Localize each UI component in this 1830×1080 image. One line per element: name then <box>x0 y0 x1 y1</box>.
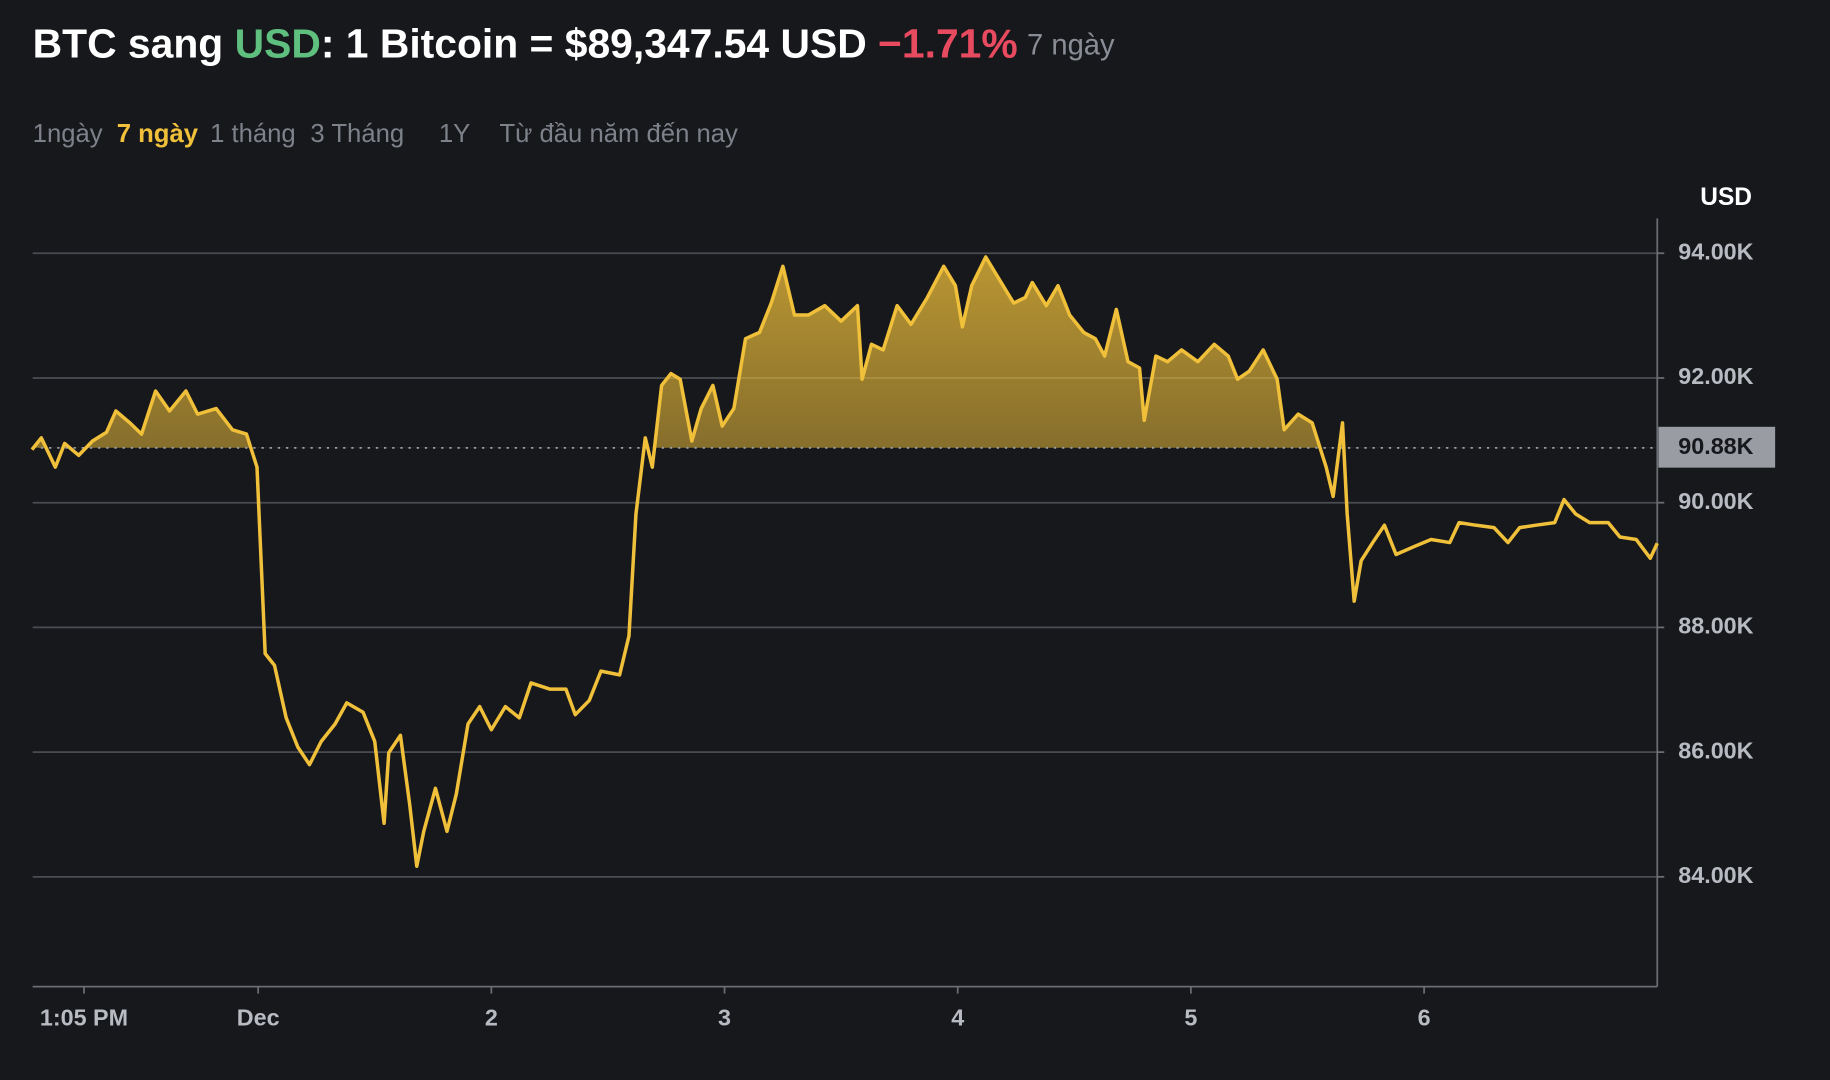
x-tick-label: 3 <box>718 1004 731 1030</box>
y-tick-label: 94.00K <box>1678 238 1753 264</box>
price-line <box>30 255 1659 868</box>
x-tick-label: 1:05 PM <box>40 1004 128 1030</box>
x-tick-label: 5 <box>1184 1004 1197 1030</box>
tab[interactable]: 7 ngày <box>117 120 199 148</box>
title: BTC sang USD: 1 Bitcoin = $89,347.54 USD… <box>33 20 1115 66</box>
tab[interactable]: 1ngày <box>33 120 103 148</box>
tab[interactable]: 3 Tháng <box>310 120 404 148</box>
title-part: : 1 Bitcoin = $89,347.54 USD <box>321 20 878 66</box>
title-part: USD <box>235 20 321 66</box>
tabs: 1ngày 7 ngày 1 tháng 3 Tháng 1Y Từ đầu năm đế… <box>33 120 738 148</box>
title-part: −1.71% <box>878 20 1018 66</box>
y-tick-label: 88.00K <box>1678 613 1753 639</box>
tab[interactable]: Từ đầu năm đến nay <box>500 120 739 148</box>
reference-label: 90.88K <box>1678 433 1753 459</box>
tab[interactable]: 1Y <box>439 120 470 148</box>
tab[interactable]: 1 tháng <box>210 120 296 148</box>
x-tick-label: 4 <box>951 1004 964 1030</box>
y-tick-label: 84.00K <box>1678 862 1753 888</box>
y-tick-label: 92.00K <box>1678 363 1753 389</box>
y-unit: USD <box>1700 184 1752 211</box>
x-tick-label: Dec <box>237 1004 280 1030</box>
title-part: BTC sang <box>33 20 235 66</box>
title-period: 7 ngày <box>1027 29 1115 61</box>
x-tick-label: 6 <box>1418 1004 1431 1030</box>
area-fill <box>31 256 1658 448</box>
y-tick-label: 86.00K <box>1678 737 1753 763</box>
x-tick-label: 2 <box>485 1004 498 1030</box>
reference-badge <box>1658 426 1776 468</box>
y-tick-label: 90.00K <box>1678 488 1753 514</box>
